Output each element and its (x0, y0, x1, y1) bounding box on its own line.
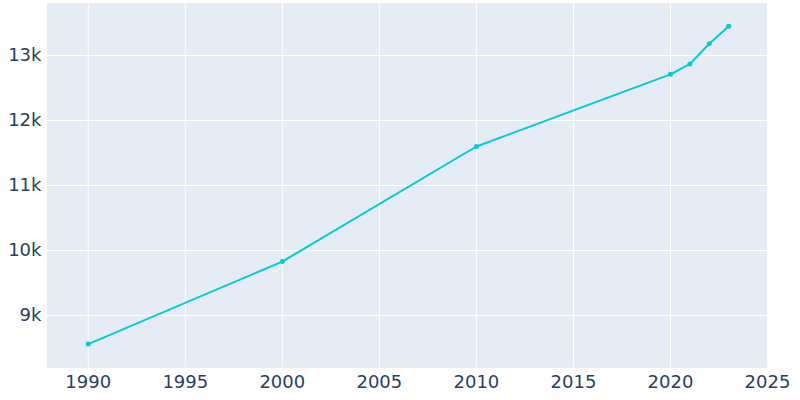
svg-text:13k: 13k (8, 44, 42, 65)
svg-text:1995: 1995 (162, 371, 208, 392)
svg-text:10k: 10k (8, 239, 42, 260)
svg-text:11k: 11k (8, 174, 42, 195)
svg-text:2005: 2005 (356, 371, 402, 392)
svg-text:1990: 1990 (65, 371, 111, 392)
svg-text:2025: 2025 (745, 371, 791, 392)
svg-text:2000: 2000 (259, 371, 305, 392)
svg-text:2015: 2015 (551, 371, 597, 392)
svg-text:2010: 2010 (453, 371, 499, 392)
svg-text:2020: 2020 (648, 371, 694, 392)
svg-text:12k: 12k (8, 109, 42, 130)
svg-text:9k: 9k (20, 304, 42, 325)
